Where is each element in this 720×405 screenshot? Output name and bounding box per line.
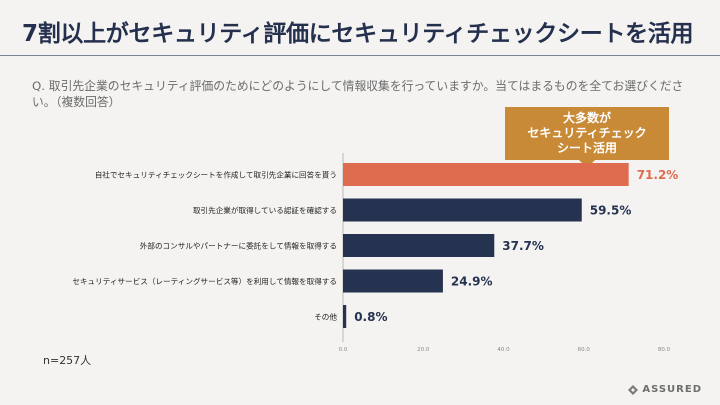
- bar-0: [343, 163, 629, 186]
- sample-size-label: n=257人: [43, 354, 92, 367]
- x-tick-label-1: 20.0: [417, 347, 430, 353]
- callout-box: 大多数が セキュリティチェック シート活用: [505, 107, 669, 160]
- callout-line-2: セキュリティチェック: [527, 126, 647, 140]
- category-label-0: 自社でセキュリティチェックシートを作成して取引先企業に回答を貰う: [95, 170, 337, 180]
- survey-question: Q. 取引先企業のセキュリティ評価のためにどのようにして情報収集を行っていますか…: [32, 79, 684, 109]
- bar-1: [343, 198, 582, 222]
- logo-text: ASSURED: [642, 384, 702, 395]
- category-label-2: 外部のコンサルやパートナーに委託をして情報を取得する: [140, 241, 337, 251]
- x-tick-label-3: 60.0: [578, 347, 591, 353]
- bar-4: [343, 305, 347, 328]
- category-label-4: その他: [314, 312, 337, 322]
- x-tick-label-0: 0.0: [339, 347, 348, 353]
- bar-3: [343, 269, 443, 293]
- value-label-0: 71.2%: [637, 168, 679, 182]
- logo-mark-icon: [628, 384, 639, 395]
- value-label-3: 24.9%: [451, 275, 493, 289]
- callout-line-3: シート活用: [556, 141, 617, 155]
- bar-2: [343, 234, 495, 257]
- slide-title: 7割以上がセキュリティ評価にセキュリティチェックシートを活用: [22, 21, 694, 47]
- title-divider: [0, 55, 720, 56]
- x-tick-label-2: 40.0: [497, 347, 510, 353]
- callout-line-1: 大多数が: [562, 111, 611, 125]
- value-label-1: 59.5%: [590, 204, 632, 218]
- category-label-3: セキュリティサービス（レーティングサービス等）を利用して情報を取得する: [72, 276, 337, 286]
- value-label-4: 0.8%: [354, 310, 387, 324]
- assured-logo: ASSURED: [628, 384, 702, 395]
- category-label-1: 取引先企業が取得している認証を確認する: [193, 205, 337, 215]
- x-tick-label-4: 80.0: [658, 347, 671, 353]
- value-label-2: 37.7%: [502, 239, 544, 253]
